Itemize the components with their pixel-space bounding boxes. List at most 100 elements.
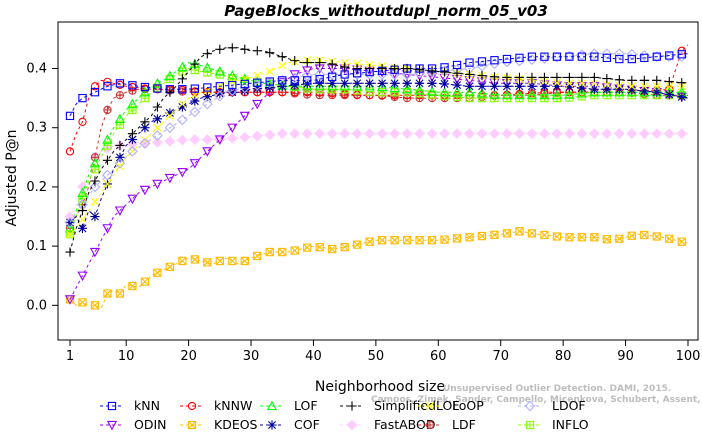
knn-point [677, 50, 686, 59]
loop-point [565, 79, 574, 88]
knn-point [153, 84, 162, 93]
ldof-point [127, 146, 138, 157]
kdeos-point [215, 256, 224, 266]
odin-point [114, 206, 126, 216]
kdeos-point [590, 233, 599, 242]
knn-point [128, 81, 137, 90]
kdeos-point [490, 230, 499, 240]
kdeos-point [552, 232, 562, 241]
cof-point [177, 102, 187, 112]
knnw-point [90, 82, 100, 91]
ldof-point [89, 181, 101, 193]
fastabod-point [439, 128, 450, 140]
simplifiedlof-point [539, 72, 550, 82]
legend-label: LDOF [552, 398, 586, 413]
ldof-point [152, 130, 163, 141]
cof-point [115, 152, 125, 162]
cof-point [439, 79, 450, 89]
legend-item-inflo: INFLO [518, 417, 589, 432]
y-axis-label: Adjusted P@n [4, 129, 20, 226]
kdeos-point [103, 289, 112, 298]
simplifiedlof-point [252, 46, 262, 56]
lof-point [152, 77, 163, 88]
odin-point [89, 247, 101, 258]
legend-label: kNNW [214, 398, 252, 413]
simplifiedlof-point [340, 62, 350, 72]
cof-point [77, 223, 88, 233]
legend-item-ldof: LDOF [518, 398, 586, 413]
lof-point [227, 70, 238, 80]
kdeos-point [115, 289, 125, 298]
kdeos-point [415, 236, 424, 245]
legend-marker [266, 400, 278, 411]
y-axis: 0.0 0.1 0.2 0.3 0.4 [26, 62, 59, 313]
cof-point [489, 81, 500, 91]
kdeos-point [203, 258, 212, 267]
legend-label: COF [294, 417, 320, 432]
cof-point [639, 86, 649, 96]
ldf-point [103, 105, 112, 115]
fastabod-line [69, 133, 688, 217]
cof-point [65, 217, 75, 228]
knn-point [477, 57, 487, 66]
loop-point [153, 123, 162, 132]
simplifiedlof-point [489, 72, 500, 82]
kdeos-point [128, 281, 137, 291]
x-axis-label: Neighborhood size [315, 379, 445, 395]
knn-point [303, 76, 312, 85]
x-tick-label: 100 [676, 349, 701, 364]
odin-point [227, 123, 238, 134]
legend-item-simplifiedlof: SimplifiedLOF [340, 398, 460, 413]
kdeos-point [190, 255, 199, 264]
legend-label: INFLO [552, 417, 589, 432]
lof-point [64, 222, 76, 233]
legend-marker [187, 401, 197, 411]
odin-point [127, 194, 138, 205]
cof-point [90, 211, 100, 222]
cof-point [340, 78, 350, 88]
lof-point [401, 83, 413, 94]
cof-point [514, 81, 525, 91]
fastabod-point [164, 135, 176, 147]
simplifiedlof-point [165, 87, 175, 97]
ldof-point [189, 106, 201, 118]
ldof-point [139, 138, 151, 149]
legend-item-cof: COF [260, 417, 320, 432]
chart-title: PageBlocks_withoutdupl_norm_05_v03 [224, 2, 548, 20]
legend-marker [524, 400, 536, 412]
kdeos-point [165, 262, 175, 271]
odin-point [189, 159, 200, 169]
simplifiedlof-point [627, 75, 637, 85]
legend-item-fastabod: FastABOD [340, 417, 436, 432]
kdeos-point [652, 232, 661, 241]
series-layer [64, 43, 689, 310]
cof-point [652, 87, 662, 97]
fastabod-point [576, 128, 588, 140]
x-tick-label: 10 [118, 349, 135, 364]
knn-point [465, 58, 474, 67]
simplifiedlof-point [352, 63, 362, 74]
fastabod-point [414, 128, 425, 140]
fastabod-point [339, 128, 351, 140]
lof-point [564, 89, 575, 99]
fastabod-point [514, 128, 525, 140]
cof-point [202, 92, 212, 102]
knn-point [602, 53, 611, 63]
kdeos-point [452, 234, 462, 243]
loop-point [178, 100, 187, 109]
ldf-line [69, 88, 688, 229]
lof-point [102, 134, 113, 144]
inflo-point [565, 93, 574, 102]
simplifiedlof-point [602, 73, 612, 84]
x-tick-label: 40 [305, 349, 322, 364]
simplifiedlof-point [664, 76, 674, 87]
simplifiedlof-point [290, 56, 300, 66]
lof-point [476, 88, 488, 98]
kdeos-point [78, 298, 87, 307]
inflo-point [477, 93, 487, 103]
fastabod-point [351, 128, 363, 140]
loop-line [69, 59, 688, 235]
cof-point [252, 84, 262, 94]
knn-point [515, 53, 524, 63]
